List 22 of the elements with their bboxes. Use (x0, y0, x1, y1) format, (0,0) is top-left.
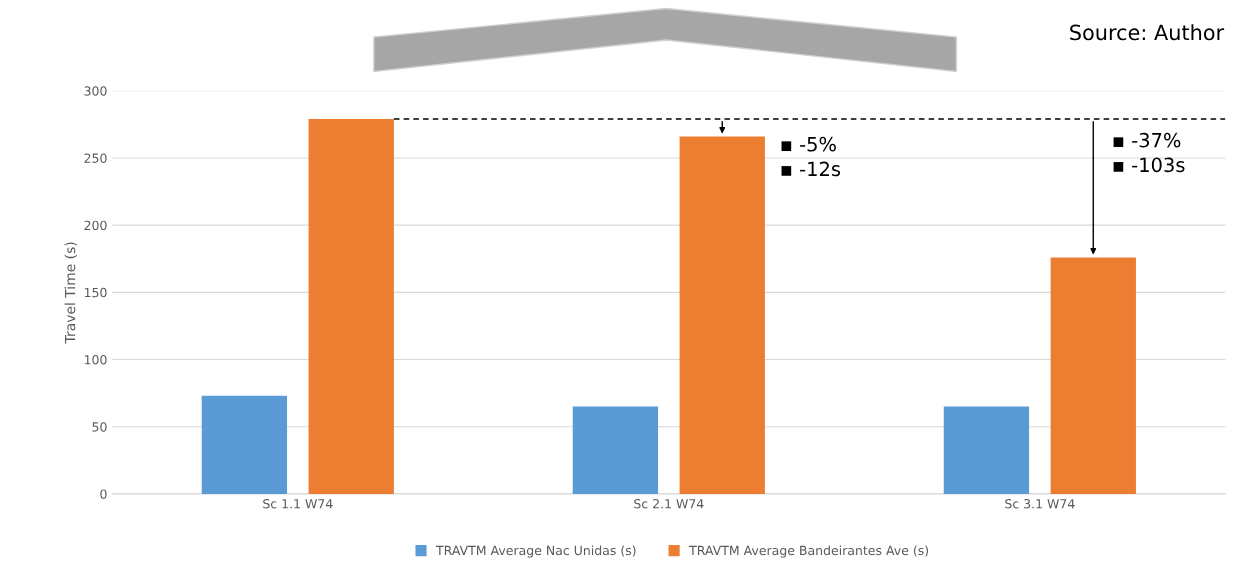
x-tick-label: Sc 3.1 W74 (1005, 499, 1075, 509)
y-axis-title: Travel Time (s) (64, 242, 77, 344)
y-tick-label: 50 (92, 422, 107, 432)
bar (201, 395, 288, 494)
bar (308, 119, 394, 494)
y-tick-label: 250 (84, 153, 107, 163)
legend-label: TRAVTM Average Bandeirantes Ave (s) (689, 545, 929, 558)
bar (1050, 257, 1136, 494)
x-tick-label: Sc 2.1 W74 (634, 499, 704, 509)
y-tick-label: 150 (84, 287, 107, 298)
y-tick-label: 300 (84, 86, 107, 96)
y-tick-label: 200 (84, 220, 107, 231)
bar (679, 136, 765, 494)
source-note: Source: Author (1070, 24, 1225, 41)
annotation: ▪ -5% ▪ -12s (781, 136, 841, 177)
y-tick-label: 0 (100, 489, 107, 499)
bar (572, 406, 659, 494)
bar (943, 406, 1030, 494)
x-tick-label: Sc 1.1 W74 (263, 499, 333, 509)
legend-label: TRAVTM Average Nac Unidas (s) (436, 545, 636, 558)
annotation: ▪ -37% ▪ -103s (1113, 132, 1185, 173)
y-tick-label: 100 (84, 355, 107, 365)
